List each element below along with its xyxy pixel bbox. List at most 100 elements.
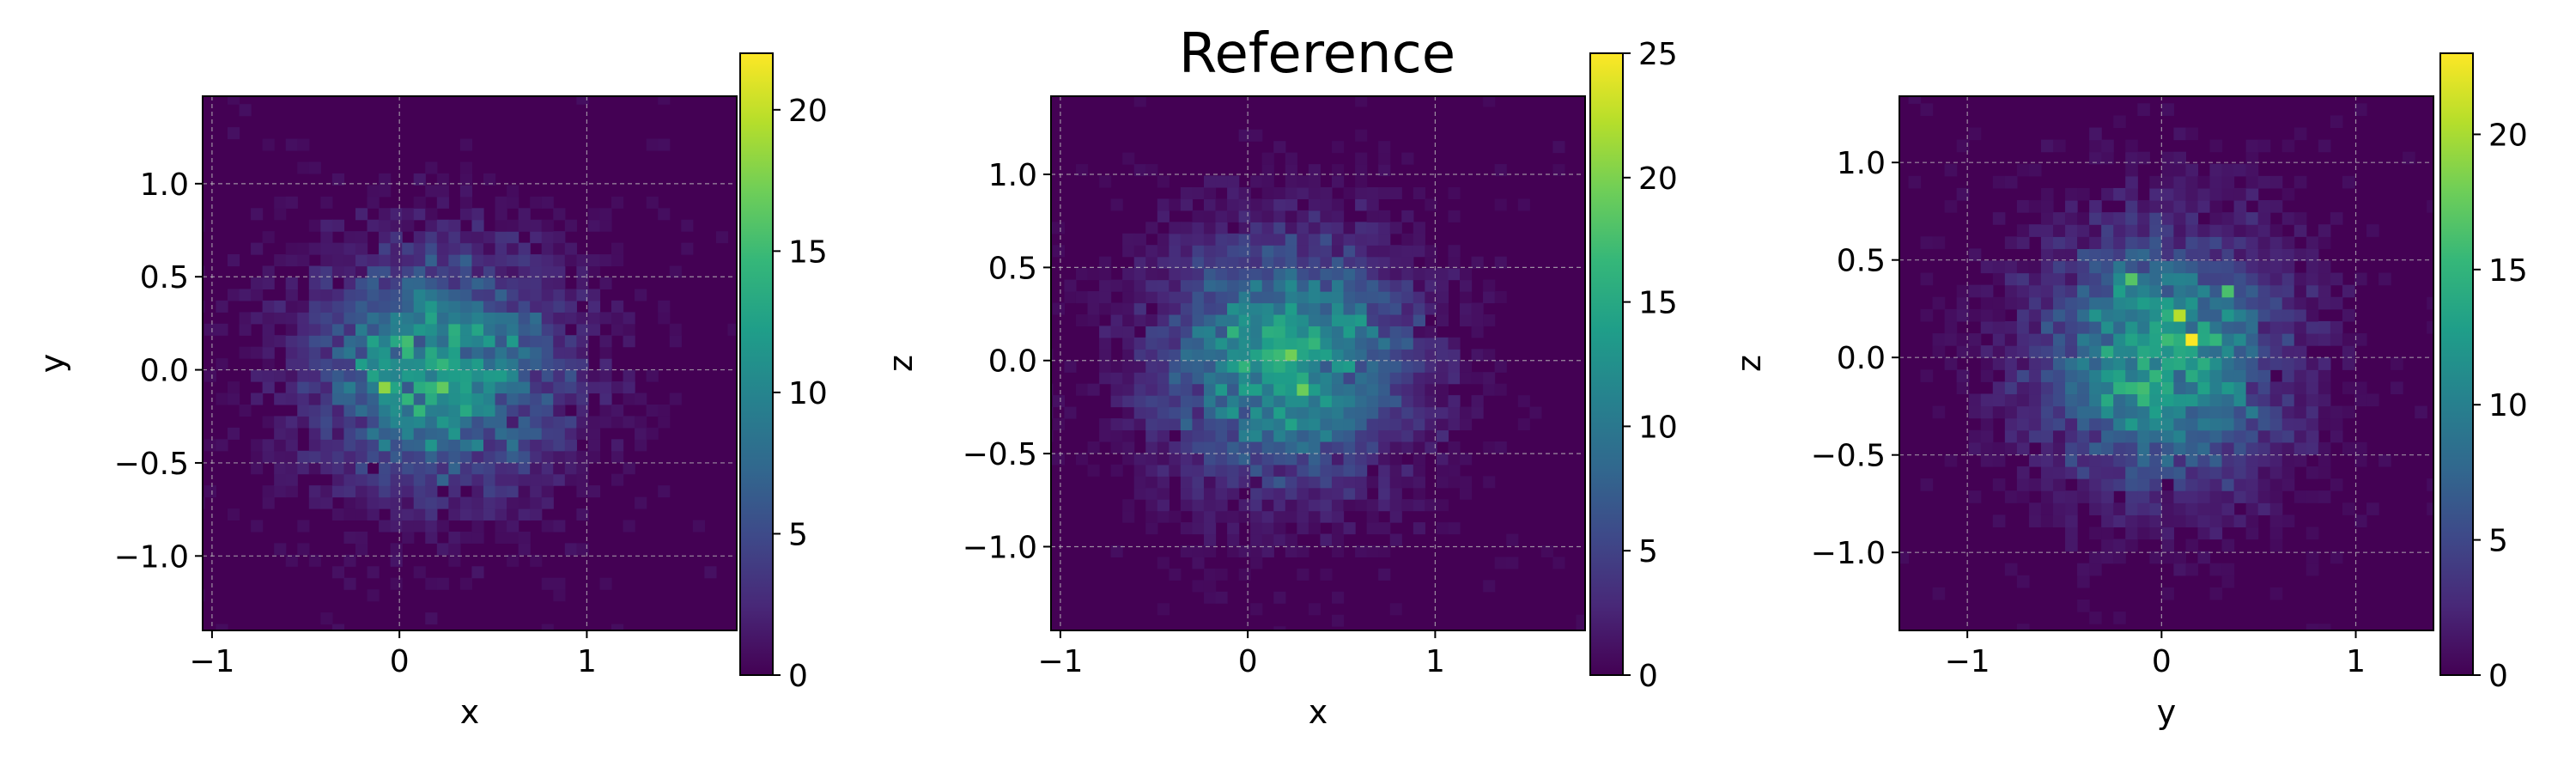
heatmap-cell bbox=[1261, 522, 1274, 535]
heatmap-cell bbox=[1343, 222, 1356, 234]
heatmap-cell bbox=[1331, 591, 1345, 604]
heatmap-cell bbox=[1956, 345, 1970, 358]
heatmap-cells bbox=[158, 96, 737, 630]
heatmap-cell bbox=[1250, 395, 1263, 408]
heatmap-cell bbox=[507, 485, 519, 498]
heatmap-cell bbox=[320, 323, 333, 336]
heatmap-cell bbox=[331, 427, 345, 440]
heatmap-cell bbox=[2053, 139, 2066, 153]
heatmap-cell bbox=[216, 300, 228, 313]
heatmap-cell bbox=[2306, 369, 2319, 382]
heatmap-cell bbox=[1331, 141, 1345, 154]
heatmap-cell bbox=[1122, 418, 1135, 431]
heatmap-cell bbox=[2245, 429, 2259, 443]
heatmap-cell bbox=[2475, 575, 2488, 588]
heatmap-cell bbox=[1308, 302, 1321, 315]
heatmap-cell bbox=[2221, 248, 2235, 262]
heatmap-cell bbox=[1320, 313, 1333, 326]
heatmap-cell bbox=[2318, 660, 2331, 673]
heatmap-cell bbox=[495, 404, 507, 417]
heatmap-cell bbox=[1215, 360, 1228, 373]
heatmap-cell bbox=[495, 231, 507, 244]
heatmap-cell bbox=[274, 300, 287, 313]
heatmap-cell bbox=[483, 393, 496, 405]
heatmap-cell bbox=[402, 312, 415, 325]
heatmap-cell bbox=[1436, 406, 1449, 419]
heatmap-cell bbox=[2330, 115, 2343, 129]
heatmap-cell bbox=[402, 242, 415, 255]
heatmap-cell bbox=[1308, 510, 1321, 523]
heatmap-cell bbox=[2269, 526, 2283, 540]
heatmap-cell bbox=[1203, 429, 1217, 442]
heatmap-cell bbox=[2077, 187, 2090, 201]
heatmap-cell bbox=[448, 242, 461, 255]
heatmap-cell bbox=[553, 208, 566, 221]
heatmap-cell bbox=[2281, 272, 2295, 286]
heatmap-cell bbox=[2209, 333, 2223, 346]
heatmap-cell bbox=[1389, 464, 1402, 477]
heatmap-cell bbox=[2245, 393, 2259, 407]
heatmap-cell bbox=[285, 254, 298, 267]
heatmap-cell bbox=[379, 450, 392, 463]
heatmap-cell bbox=[2089, 260, 2102, 274]
heatmap-cells bbox=[1899, 96, 2488, 673]
heatmap-cell bbox=[1227, 441, 1240, 453]
heatmap-cell bbox=[2077, 260, 2090, 274]
heatmap-cell bbox=[2269, 405, 2283, 419]
heatmap-cell bbox=[2149, 417, 2162, 431]
heatmap-cell bbox=[2016, 284, 2030, 298]
heatmap-cell bbox=[1540, 545, 1553, 558]
heatmap-cell bbox=[483, 242, 496, 255]
heatmap-cell bbox=[553, 323, 566, 336]
heatmap-cell bbox=[1169, 349, 1182, 362]
heatmap-cell bbox=[1343, 291, 1356, 304]
heatmap-cell bbox=[1448, 256, 1461, 269]
heatmap-cell bbox=[285, 439, 298, 452]
heatmap-cell bbox=[1250, 210, 1263, 222]
heatmap-cell bbox=[1320, 256, 1333, 269]
heatmap-cell bbox=[1308, 337, 1321, 350]
heatmap-cell bbox=[343, 531, 356, 544]
heatmap-cell bbox=[355, 508, 368, 521]
heatmap-cell bbox=[2101, 466, 2114, 479]
heatmap-cell bbox=[471, 346, 484, 359]
heatmap-cell bbox=[635, 496, 647, 509]
heatmap-cell bbox=[2233, 163, 2247, 177]
heatmap-cell bbox=[1980, 417, 1994, 431]
heatmap-cell bbox=[390, 520, 403, 533]
heatmap-cell bbox=[2306, 393, 2319, 407]
heatmap-cell bbox=[1366, 210, 1379, 222]
heatmap-cell bbox=[2040, 333, 2054, 346]
heatmap-cell bbox=[251, 439, 264, 452]
heatmap-cell bbox=[1110, 383, 1123, 396]
heatmap-cell bbox=[1378, 222, 1391, 234]
heatmap-cell bbox=[2245, 345, 2259, 358]
heatmap-cell bbox=[413, 196, 426, 209]
heatmap-cell bbox=[530, 346, 543, 359]
heatmap-cell bbox=[2185, 127, 2199, 141]
heatmap-cell bbox=[331, 624, 345, 630]
heatmap-cell bbox=[1343, 383, 1356, 396]
heatmap-cell bbox=[1413, 349, 1425, 362]
heatmap-cell bbox=[2053, 236, 2066, 249]
heatmap-cell bbox=[2016, 272, 2030, 286]
heatmap-cell bbox=[2161, 200, 2174, 213]
heatmap-cell bbox=[576, 508, 589, 521]
heatmap-cell bbox=[1215, 499, 1228, 512]
heatmap-cell bbox=[158, 508, 170, 520]
heatmap-cell bbox=[402, 208, 415, 221]
heatmap-cell bbox=[1133, 279, 1146, 292]
heatmap-cell bbox=[1273, 510, 1286, 523]
heatmap-cell bbox=[1238, 198, 1251, 211]
heatmap-cell bbox=[1169, 418, 1182, 431]
heatmap-cell bbox=[2004, 320, 2018, 334]
heatmap-cell bbox=[1413, 429, 1425, 442]
heatmap-cell bbox=[1308, 522, 1321, 535]
heatmap-cell bbox=[1285, 661, 1297, 673]
heatmap-cell bbox=[285, 196, 298, 209]
heatmap-cell bbox=[1075, 164, 1089, 177]
heatmap-cell bbox=[2040, 272, 2054, 286]
heatmap-cell bbox=[2040, 514, 2054, 528]
heatmap-cell bbox=[1297, 360, 1309, 373]
heatmap-cell bbox=[262, 358, 275, 371]
